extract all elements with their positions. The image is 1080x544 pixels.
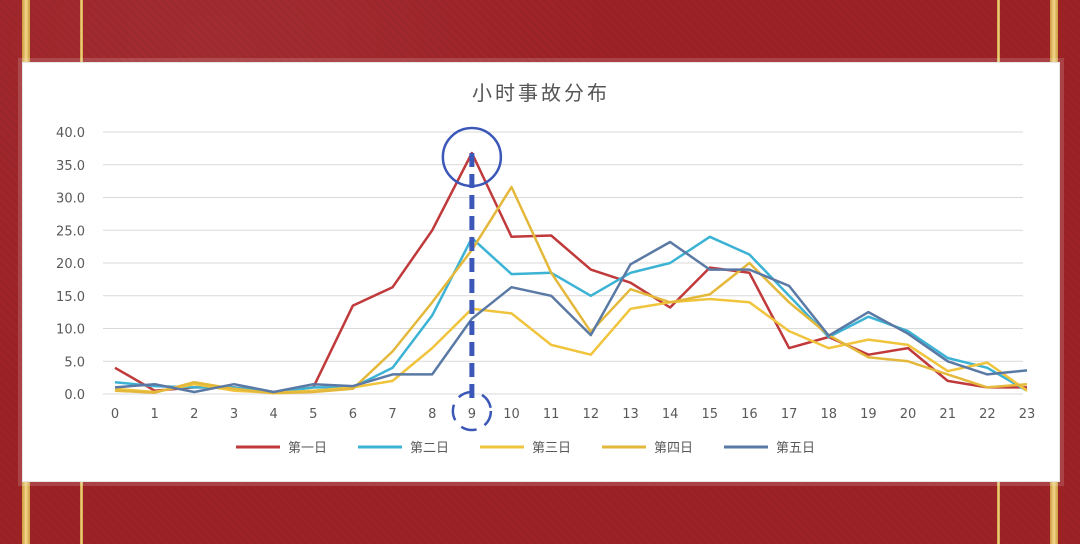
- chart-title: 小时事故分布: [472, 81, 610, 105]
- legend-label: 第二日: [410, 441, 449, 456]
- y-tick-label: 20.0: [56, 257, 85, 272]
- x-tick-label: 6: [349, 407, 357, 422]
- series-lines: [114, 151, 1028, 395]
- peak-highlight: [441, 126, 503, 432]
- x-tick-label: 17: [781, 407, 798, 422]
- y-tick-label: 30.0: [56, 192, 85, 207]
- y-tick-label: 0.0: [64, 388, 85, 403]
- x-tick-label: 14: [662, 407, 679, 422]
- series-line: [114, 297, 1028, 394]
- y-tick-label: 25.0: [56, 224, 85, 239]
- x-tick-label: 12: [583, 407, 600, 422]
- legend: 第一日 第二日 第三日 第四日 第五日: [236, 441, 815, 456]
- x-tick-label: 23: [1019, 407, 1036, 422]
- legend-label: 第三日: [532, 441, 571, 456]
- x-tick-label: 7: [388, 407, 396, 422]
- x-tick-label: 21: [939, 407, 956, 422]
- y-tick-label: 35.0: [56, 159, 85, 174]
- x-tick-label: 11: [543, 407, 560, 422]
- x-tick-label: 0: [111, 407, 119, 422]
- series-line: [114, 151, 1027, 394]
- chart-panel: 小时事故分布 0.0 5.0 10.0 15.0 20.0 25.0 30.0 35.0 40.…: [22, 62, 1060, 482]
- series-line: [114, 185, 1028, 395]
- x-tick-label: 8: [428, 407, 436, 422]
- x-tick-label: 10: [503, 407, 520, 422]
- line-chart: 小时事故分布 0.05.010.015.020.025.030.035.040.…: [56, 81, 1035, 456]
- gridlines: [103, 131, 1023, 395]
- x-tick-label: 18: [820, 407, 837, 422]
- legend-label: 第五日: [776, 441, 815, 456]
- x-tick-label: 15: [702, 407, 719, 422]
- x-tick-label: 9: [468, 407, 476, 422]
- x-highlight-circle: [451, 390, 493, 432]
- x-tick-label: 22: [979, 407, 996, 422]
- x-tick-label: 20: [900, 407, 917, 422]
- y-tick-labels: 0.0 5.0 10.0 15.0 20.0 25.0 30.0 35.0 40.0: [56, 126, 85, 403]
- series-line: [114, 240, 1028, 394]
- y-tick-label: 10.0: [56, 323, 85, 338]
- x-tick-label: 5: [309, 407, 317, 422]
- x-tick-label: 1: [151, 407, 159, 422]
- x-tick-labels: 0 1 2 3 4 5 6 7 8 9 10 11 12 13 14 15 16 17 18 19 20 21 22 23: [111, 407, 1035, 422]
- x-tick-label: 13: [622, 407, 639, 422]
- y-tick-label: 5.0: [64, 355, 85, 370]
- legend-label: 第一日: [288, 441, 327, 456]
- y-tick-label: 40.0: [56, 126, 85, 141]
- x-tick-label: 2: [190, 407, 198, 422]
- x-tick-label: 4: [269, 407, 277, 422]
- legend-label: 第四日: [654, 441, 693, 456]
- x-tick-label: 3: [230, 407, 238, 422]
- x-tick-label: 16: [741, 407, 758, 422]
- x-tick-label: 19: [860, 407, 877, 422]
- y-tick-label: 15.0: [56, 290, 85, 305]
